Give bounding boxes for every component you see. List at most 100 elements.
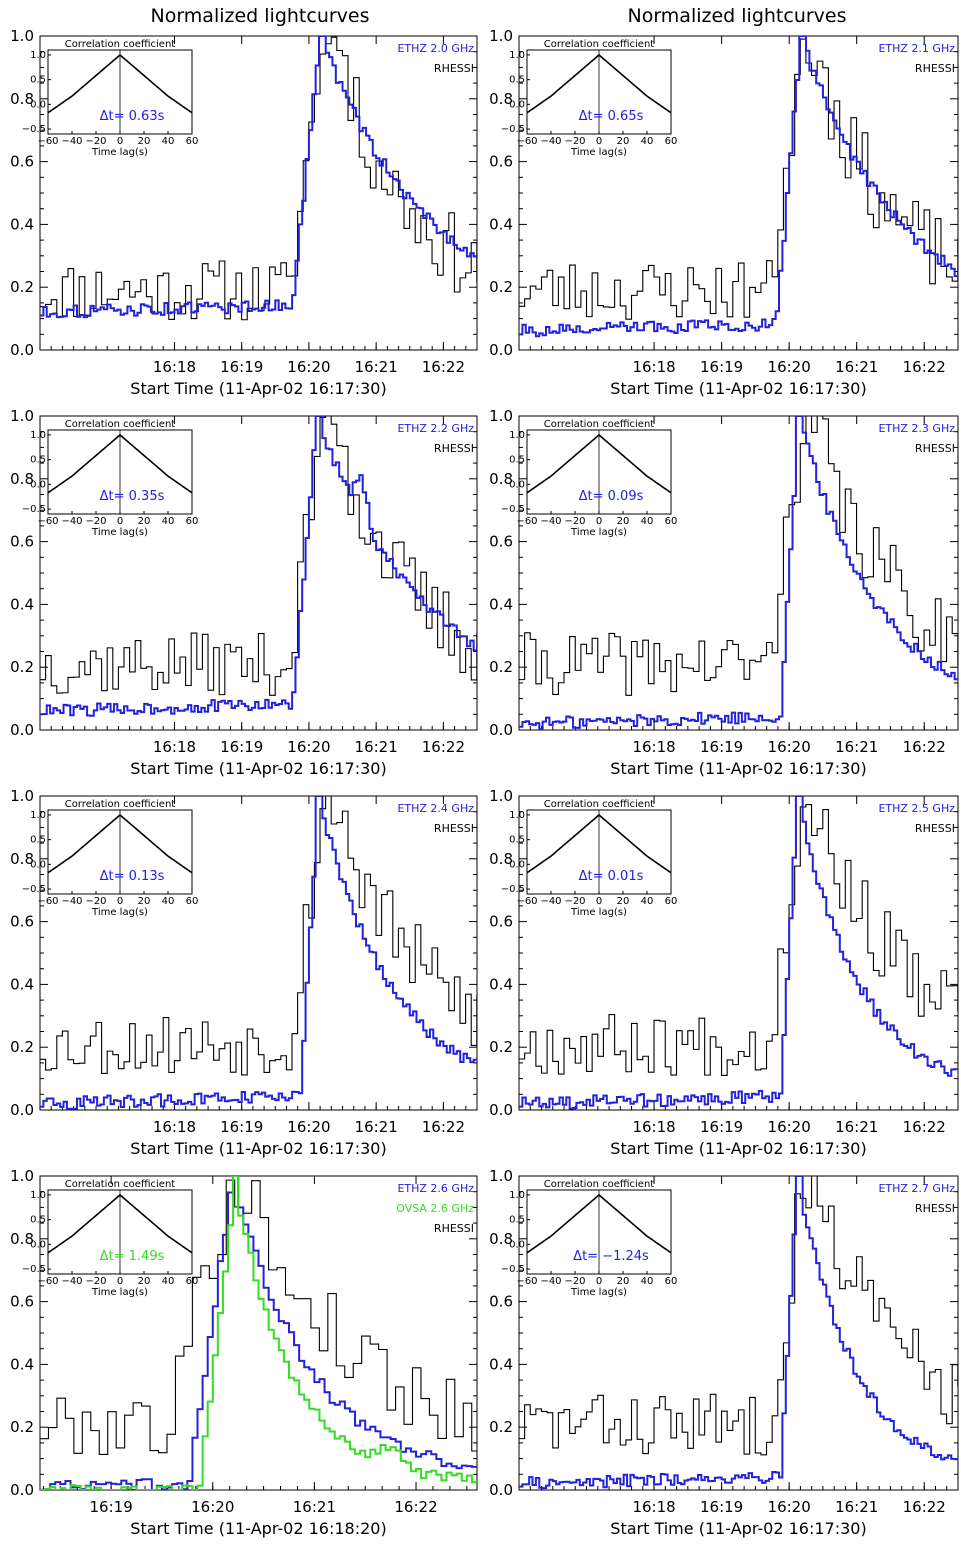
inset-x-tick-label: 40 xyxy=(641,136,654,147)
inset-x-label: Time lag(s) xyxy=(91,907,148,918)
inset-x-tick-label: 60 xyxy=(186,896,199,907)
inset-title: Correlation coefficient xyxy=(65,39,176,50)
x-tick-label: 16:20 xyxy=(287,1118,330,1136)
y-tick-label: 0.0 xyxy=(489,341,513,359)
legend-entry: ETHZ 2.5 GHz xyxy=(878,802,955,815)
inset-correlation-curve xyxy=(47,1193,193,1254)
inset-x-tick-label: 20 xyxy=(617,136,630,147)
correlation-inset: Correlation coefficient −60 −40 −20 0 20 40 60 1… xyxy=(501,419,678,538)
y-tick-label: 0.6 xyxy=(10,913,34,931)
inset-y-tick-label: 0.5 xyxy=(30,455,46,466)
inset-x-label: Time lag(s) xyxy=(570,527,627,538)
inset-correlation-curve xyxy=(47,433,193,494)
inset-x-tick-label: −20 xyxy=(564,896,585,907)
inset-x-tick-label: −60 xyxy=(37,896,58,907)
x-tick-label: 16:18 xyxy=(632,1498,675,1516)
y-tick-label: 0.0 xyxy=(489,721,513,739)
inset-y-tick-label: 0.5 xyxy=(509,75,525,86)
series-ethz xyxy=(519,796,958,1110)
inset-x-tick-label: 20 xyxy=(617,1276,630,1287)
y-tick-label: 0.8 xyxy=(489,470,513,488)
y-tick-label: 0.4 xyxy=(489,595,513,613)
inset-x-tick-label: −20 xyxy=(564,1276,585,1287)
series-rhessi xyxy=(519,803,958,1077)
y-tick-label: 0.4 xyxy=(10,595,34,613)
x-tick-label: 16:18 xyxy=(153,738,196,756)
y-tick-label: 0.4 xyxy=(489,1355,513,1373)
inset-title: Correlation coefficient xyxy=(65,799,176,810)
y-tick-label: 0.6 xyxy=(10,533,34,551)
legend-entry: RHESSI xyxy=(915,822,955,835)
inset-x-tick-label: 40 xyxy=(641,516,654,527)
x-tick-label: 16:21 xyxy=(835,738,878,756)
inset-y-tick-label: 0.0 xyxy=(509,859,525,870)
inset-y-tick-label: −0.5 xyxy=(22,504,46,515)
inset-x-tick-label: −40 xyxy=(540,1276,561,1287)
inset-x-tick-label: 0 xyxy=(596,516,602,527)
series-rhessi xyxy=(40,1179,477,1455)
inset-x-tick-label: 20 xyxy=(138,896,151,907)
lightcurve-panel-8: 0.0 0.2 0.4 0.6 0.8 1.0 16:18 16:19 16:20 16:21 16… xyxy=(489,1167,959,1538)
x-axis-label: Start Time (11-Apr-02 16:17:30) xyxy=(610,379,866,398)
inset-x-tick-label: −40 xyxy=(540,136,561,147)
legend-entry: ETHZ 2.1 GHz xyxy=(878,42,955,55)
x-tick-label: 16:19 xyxy=(220,358,263,376)
y-tick-label: 0.2 xyxy=(10,658,34,676)
panel-title: Normalized lightcurves xyxy=(150,5,369,27)
inset-y-tick-label: 0.5 xyxy=(30,75,46,86)
y-tick-label: 1.0 xyxy=(489,407,513,425)
x-tick-label: 16:19 xyxy=(220,1118,263,1136)
y-tick-label: 0.6 xyxy=(489,913,513,931)
inset-x-tick-label: −40 xyxy=(540,896,561,907)
x-tick-label: 16:18 xyxy=(632,1118,675,1136)
correlation-inset: Correlation coefficient −60 −40 −20 0 20 40 60 1… xyxy=(22,39,199,158)
y-tick-label: 1.0 xyxy=(10,407,34,425)
inset-y-tick-label: 0.0 xyxy=(30,99,46,110)
inset-x-tick-label: 40 xyxy=(162,516,175,527)
inset-title: Correlation coefficient xyxy=(544,419,655,430)
series-rhessi xyxy=(519,416,958,696)
x-tick-label: 16:19 xyxy=(700,738,743,756)
y-tick-label: 1.0 xyxy=(489,1167,513,1185)
inset-y-tick-label: 1.0 xyxy=(30,50,46,61)
inset-x-tick-label: 0 xyxy=(117,1276,123,1287)
inset-x-tick-label: 60 xyxy=(665,136,678,147)
lightcurve-panel-7: 0.0 0.2 0.4 0.6 0.8 1.0 16:19 16:20 16:21 16:22 St… xyxy=(10,1167,478,1538)
legend-entry: ETHZ 2.6 GHz xyxy=(397,1182,474,1195)
y-tick-label: 0.8 xyxy=(489,90,513,108)
y-tick-label: 0.4 xyxy=(489,975,513,993)
inset-x-tick-label: −60 xyxy=(516,896,537,907)
inset-x-label: Time lag(s) xyxy=(570,907,627,918)
y-tick-label: 0.0 xyxy=(489,1481,513,1499)
inset-x-tick-label: −40 xyxy=(61,516,82,527)
x-tick-label: 16:20 xyxy=(768,1118,811,1136)
inset-correlation-curve xyxy=(47,813,193,874)
inset-x-tick-label: 60 xyxy=(186,1276,199,1287)
inset-x-tick-label: 40 xyxy=(162,136,175,147)
x-tick-label: 16:20 xyxy=(768,738,811,756)
inset-x-tick-label: 40 xyxy=(162,1276,175,1287)
inset-x-tick-label: 20 xyxy=(617,516,630,527)
y-tick-label: 0.4 xyxy=(10,215,34,233)
y-tick-label: 0.2 xyxy=(489,1038,513,1056)
correlation-inset: Correlation coefficient −60 −40 −20 0 20 40 60 1… xyxy=(501,799,678,918)
x-tick-label: 16:21 xyxy=(835,1118,878,1136)
series-rhessi xyxy=(40,796,477,1076)
inset-x-tick-label: −60 xyxy=(37,516,58,527)
x-tick-label: 16:22 xyxy=(903,738,946,756)
inset-y-tick-label: 1.0 xyxy=(30,810,46,821)
inset-x-label: Time lag(s) xyxy=(91,527,148,538)
y-tick-label: 0.2 xyxy=(10,1418,34,1436)
inset-y-tick-label: −0.5 xyxy=(501,124,525,135)
inset-x-label: Time lag(s) xyxy=(570,1287,627,1298)
lightcurve-panel-6: 0.0 0.2 0.4 0.6 0.8 1.0 16:18 16:19 16:20 16:21 16… xyxy=(489,787,959,1158)
inset-x-tick-label: 20 xyxy=(138,516,151,527)
y-tick-label: 0.0 xyxy=(10,1481,34,1499)
inset-x-tick-label: −20 xyxy=(85,136,106,147)
y-tick-label: 0.4 xyxy=(10,975,34,993)
inset-y-tick-label: 0.0 xyxy=(30,479,46,490)
x-tick-label: 16:20 xyxy=(287,358,330,376)
inset-y-tick-label: 1.0 xyxy=(509,1190,525,1201)
legend-entry: RHESSI xyxy=(434,442,474,455)
time-lag-label: Δt= −1.24s xyxy=(573,1249,649,1264)
